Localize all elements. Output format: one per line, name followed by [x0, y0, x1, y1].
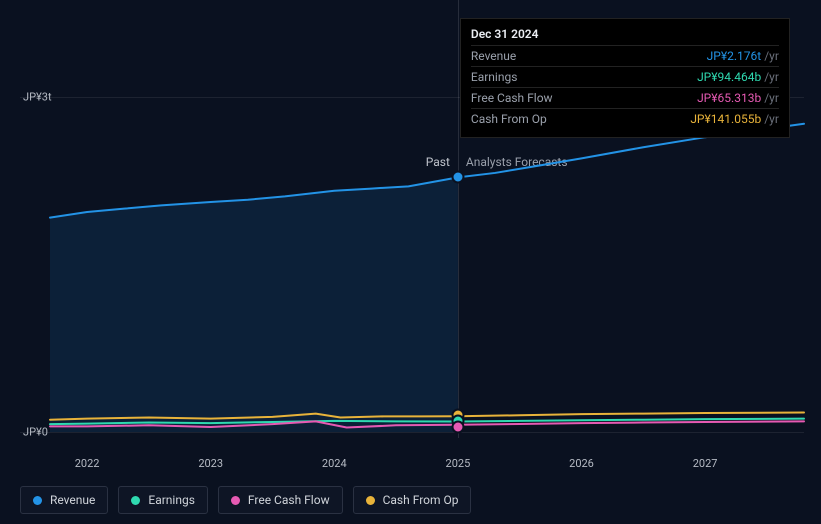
tooltip-row: Earnings JP¥94.464b/yr	[471, 66, 779, 87]
tooltip-row: Cash From Op JP¥141.055b/yr	[471, 108, 779, 129]
legend-label: Revenue	[50, 493, 95, 507]
tooltip-metric-label: Free Cash Flow	[471, 91, 553, 105]
tooltip-value: JP¥2.176t/yr	[707, 49, 779, 63]
legend: Revenue Earnings Free Cash Flow Cash From O…	[20, 486, 471, 514]
marker-free_cash_flow	[451, 420, 464, 433]
revenue-area-fill	[50, 177, 458, 432]
financial-forecast-chart: JP¥0JP¥3tPastAnalysts Forecasts202220232…	[0, 0, 821, 524]
legend-swatch	[231, 496, 240, 505]
legend-item-cash-from-op[interactable]: Cash From Op	[353, 486, 472, 514]
tooltip-value: JP¥65.313b/yr	[697, 91, 779, 105]
legend-label: Cash From Op	[383, 493, 459, 507]
legend-swatch	[33, 496, 42, 505]
legend-label: Free Cash Flow	[248, 493, 330, 507]
tooltip-value: JP¥141.055b/yr	[690, 112, 779, 126]
tooltip-metric-label: Revenue	[471, 49, 516, 63]
legend-label: Earnings	[148, 493, 195, 507]
tooltip-value: JP¥94.464b/yr	[697, 70, 779, 84]
legend-swatch	[366, 496, 375, 505]
tooltip-date: Dec 31 2024	[471, 27, 779, 41]
tooltip-metric-label: Cash From Op	[471, 112, 547, 126]
legend-item-free-cash-flow[interactable]: Free Cash Flow	[218, 486, 343, 514]
legend-item-earnings[interactable]: Earnings	[118, 486, 208, 514]
legend-swatch	[131, 496, 140, 505]
tooltip-row: Free Cash Flow JP¥65.313b/yr	[471, 87, 779, 108]
tooltip-metric-label: Earnings	[471, 70, 518, 84]
marker-revenue	[451, 171, 464, 184]
hover-tooltip: Dec 31 2024 Revenue JP¥2.176t/yr Earnings J…	[460, 18, 790, 138]
legend-item-revenue[interactable]: Revenue	[20, 486, 108, 514]
tooltip-row: Revenue JP¥2.176t/yr	[471, 45, 779, 66]
